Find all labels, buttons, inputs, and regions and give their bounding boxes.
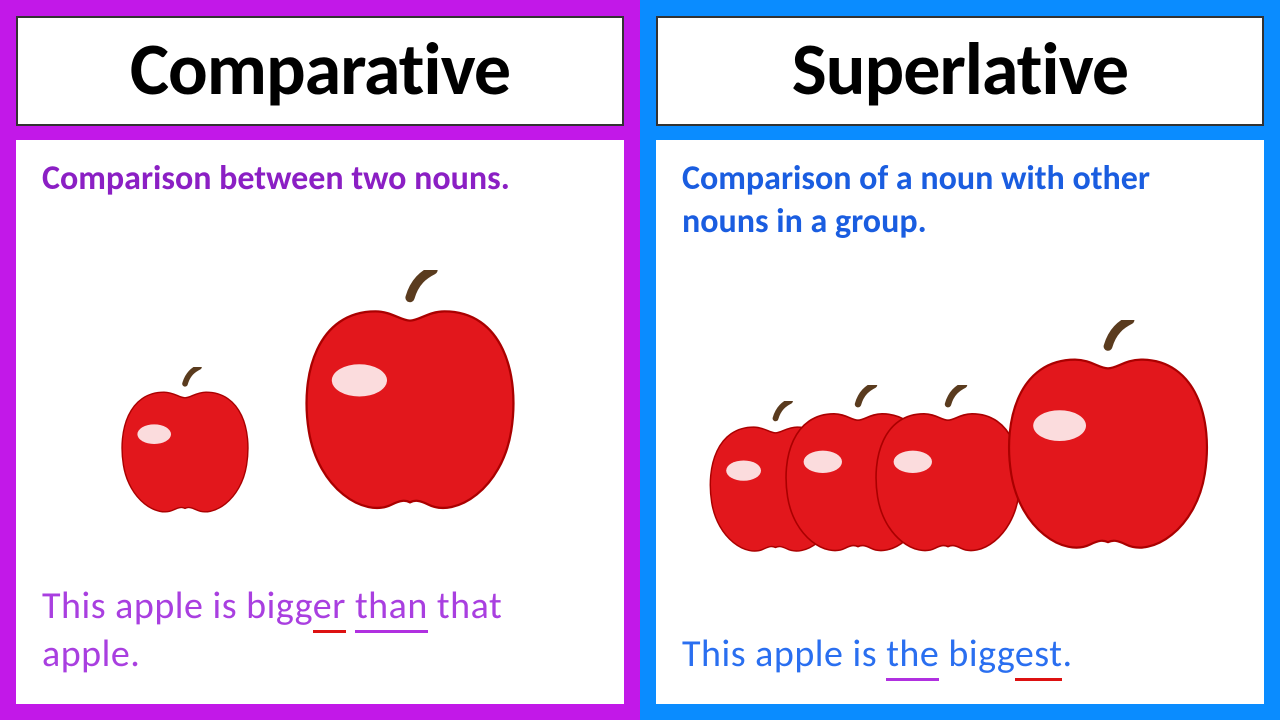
superlative-example: This apple is the biggest. (682, 631, 1238, 679)
superlative-content: Comparison of a noun with other nouns in… (656, 140, 1264, 704)
text: This apple is bigg (42, 583, 313, 629)
keyword-the: the (886, 631, 939, 681)
comparative-panel: Comparative Comparison between two nouns… (0, 0, 640, 720)
superlative-title: Superlative (658, 24, 1262, 114)
text: bigg (948, 631, 1015, 677)
superlative-illustration (682, 253, 1238, 631)
comparative-illustration (42, 211, 598, 584)
text: . (1062, 631, 1072, 677)
suffix-est: est (1015, 631, 1063, 681)
keyword-than: than (355, 583, 428, 633)
comparative-title: Comparative (18, 24, 622, 114)
suffix-er: er (313, 583, 346, 633)
superlative-title-box: Superlative (656, 16, 1264, 126)
apple-icon (998, 320, 1218, 558)
comparative-description: Comparison between two nouns. (42, 158, 598, 201)
comparative-example: This apple is bigger than that apple. (42, 583, 598, 678)
comparative-title-box: Comparative (16, 16, 624, 126)
text (346, 583, 355, 629)
apple-icon (115, 367, 255, 518)
superlative-description: Comparison of a noun with other nouns in… (682, 158, 1238, 243)
apple-icon (295, 270, 525, 518)
superlative-panel: Superlative Comparison of a noun with ot… (640, 0, 1280, 720)
comparative-content: Comparison between two nouns. This apple… (16, 140, 624, 704)
text: This apple is (682, 631, 886, 677)
